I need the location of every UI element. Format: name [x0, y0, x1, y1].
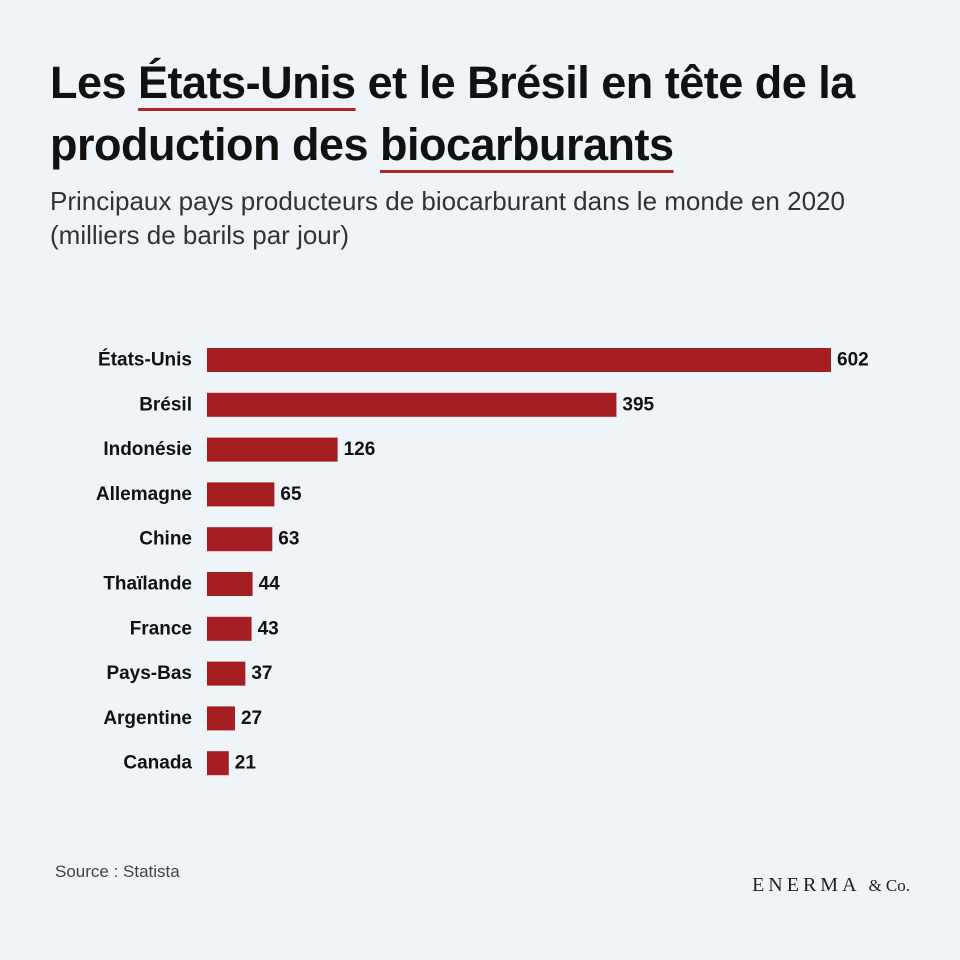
value-label-indonesie: 126 [344, 439, 376, 460]
category-label-bresil: Brésil [139, 394, 192, 415]
category-label-pays-bas: Pays-Bas [106, 663, 192, 684]
title-highlight-usa: États-Unis [138, 57, 356, 108]
category-label-indonesie: Indonésie [103, 439, 192, 460]
brand-name: ENERMA [752, 874, 860, 896]
category-label-allemagne: Allemagne [96, 484, 192, 505]
bar-thailande [207, 572, 253, 596]
value-label-argentine: 27 [241, 708, 262, 729]
chart-subtitle: Principaux pays producteurs de biocarbur… [50, 186, 845, 250]
bar-chine [207, 527, 273, 552]
bar-chart: États-Unis 602 Brésil 395 Indonésie 126 Allema… [96, 348, 869, 776]
bar-indonesie [207, 437, 338, 462]
bar-pays-bas [207, 661, 246, 686]
value-label-pays-bas: 37 [251, 663, 272, 684]
title-highlight-biofuels: biocarburants [380, 119, 674, 170]
title-part-2: et le Brésil en tête de la production de… [50, 57, 855, 170]
category-label-canada: Canada [123, 753, 192, 774]
category-label-france: France [130, 618, 192, 639]
source-note: Source : Statista [55, 862, 180, 881]
category-label-argentine: Argentine [103, 708, 192, 729]
chart-title: Les États-Unis et le Brésil en tête de l… [50, 52, 930, 176]
category-label-chine: Chine [139, 529, 192, 550]
bar-allemagne [207, 482, 275, 507]
bar-argentine [207, 706, 235, 731]
value-label-france: 43 [258, 618, 279, 639]
title-part-1: Les [50, 57, 139, 108]
value-label-chine: 63 [278, 529, 299, 550]
value-label-bresil: 395 [622, 394, 654, 415]
brand-suffix: & Co. [868, 876, 910, 895]
category-label-etats-unis: États-Unis [98, 349, 192, 371]
value-label-canada: 21 [235, 753, 257, 774]
bar-france [207, 616, 252, 641]
brand-logo: ENERMA & Co. [752, 874, 910, 897]
value-label-thailande: 44 [259, 574, 281, 595]
value-label-etats-unis: 602 [837, 350, 869, 371]
bar-etats-unis [207, 348, 831, 372]
category-label-thailande: Thaïlande [103, 574, 192, 595]
bar-canada [207, 751, 229, 776]
value-label-allemagne: 65 [280, 484, 302, 505]
bar-bresil [207, 392, 617, 417]
